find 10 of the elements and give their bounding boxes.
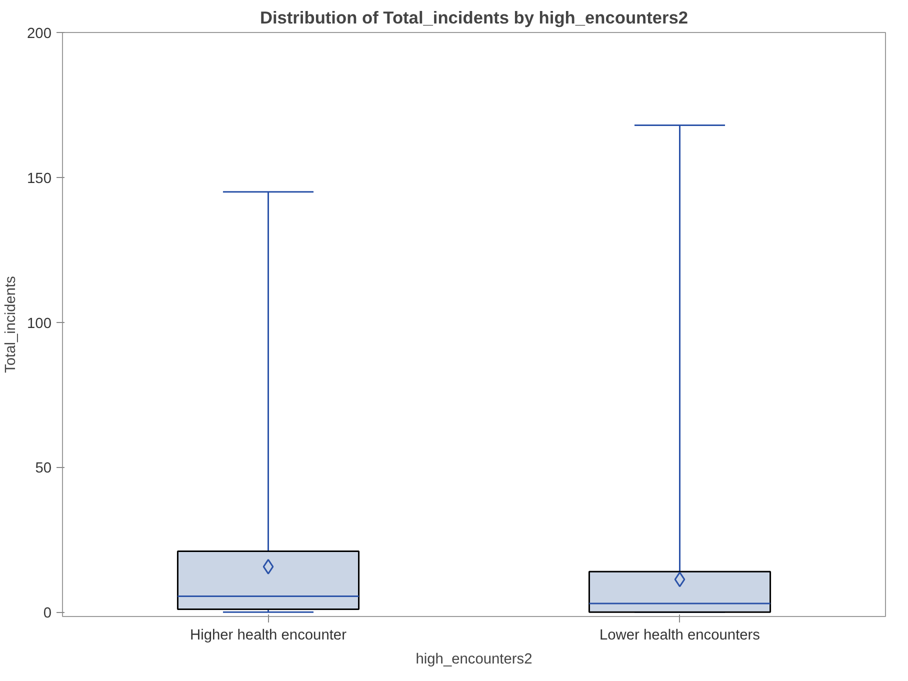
y-tick-label: 50 [35, 460, 52, 477]
x-tick-label: Higher health encounter [190, 628, 347, 644]
y-tick-label: 150 [27, 170, 52, 187]
y-tick-label: 0 [43, 606, 52, 622]
y-tick-label: 100 [27, 316, 52, 332]
y-tick-label: 200 [27, 26, 52, 42]
y-axis-title: Total_incidents [3, 276, 20, 373]
x-axis-title: high_encounters2 [416, 652, 532, 668]
x-tick-label: Lower health encounters [599, 628, 760, 644]
chart-title: Distribution of Total_incidents by high_encounters2 [260, 8, 688, 28]
